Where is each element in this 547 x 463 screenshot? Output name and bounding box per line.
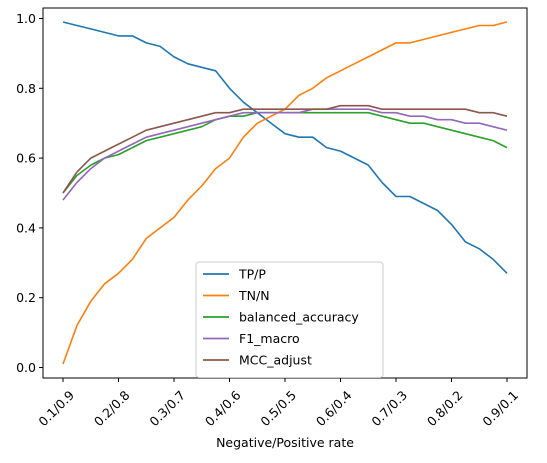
y-tick-label: 1.0 (16, 11, 36, 26)
legend-label: TP/P (238, 267, 266, 282)
x-tick-label: 0.5/0.5 (257, 387, 299, 429)
legend-box (195, 261, 384, 378)
x-tick-label: 0.8/0.2 (424, 387, 466, 429)
y-tick-label: 0.2 (16, 290, 36, 305)
series-layer (62, 21, 508, 365)
x-axis-label: Negative/Positive rate (216, 435, 354, 450)
x-tick-label: 0.1/0.9 (35, 387, 77, 429)
x-axis: 0.1/0.9 0.2/0.8 0.3/0.7 0.4/0.6 0.5/0.5 0.6/0… (35, 378, 521, 429)
series-line-mcc-adjust (62, 104, 508, 194)
y-tick-label: 0.8 (16, 81, 36, 96)
y-tick-label: 0.0 (16, 360, 36, 375)
y-tick-label: 0.4 (16, 220, 36, 235)
legend-label: TN/N (238, 288, 270, 303)
series-line-balanced-accuracy (62, 111, 508, 194)
x-tick-label: 0.9/0.1 (479, 387, 521, 429)
legend: TP/P TN/N balanced_accuracy F1_macro MCC_adj… (195, 261, 384, 378)
x-tick-label: 0.2/0.8 (91, 387, 133, 429)
y-axis: 0.0 0.2 0.4 0.6 0.8 1.0 (16, 11, 43, 375)
legend-label: balanced_accuracy (239, 310, 359, 325)
x-tick-label: 0.6/0.4 (313, 387, 355, 429)
x-tick-label: 0.3/0.7 (146, 387, 188, 429)
series-line-f1-macro (62, 108, 508, 201)
y-tick-label: 0.6 (16, 151, 36, 166)
legend-label: MCC_adjust (239, 353, 312, 368)
legend-label: F1_macro (239, 331, 300, 346)
x-tick-label: 0.7/0.3 (368, 387, 410, 429)
x-tick-label: 0.4/0.6 (202, 387, 244, 429)
series-line-tp-p (62, 21, 508, 274)
